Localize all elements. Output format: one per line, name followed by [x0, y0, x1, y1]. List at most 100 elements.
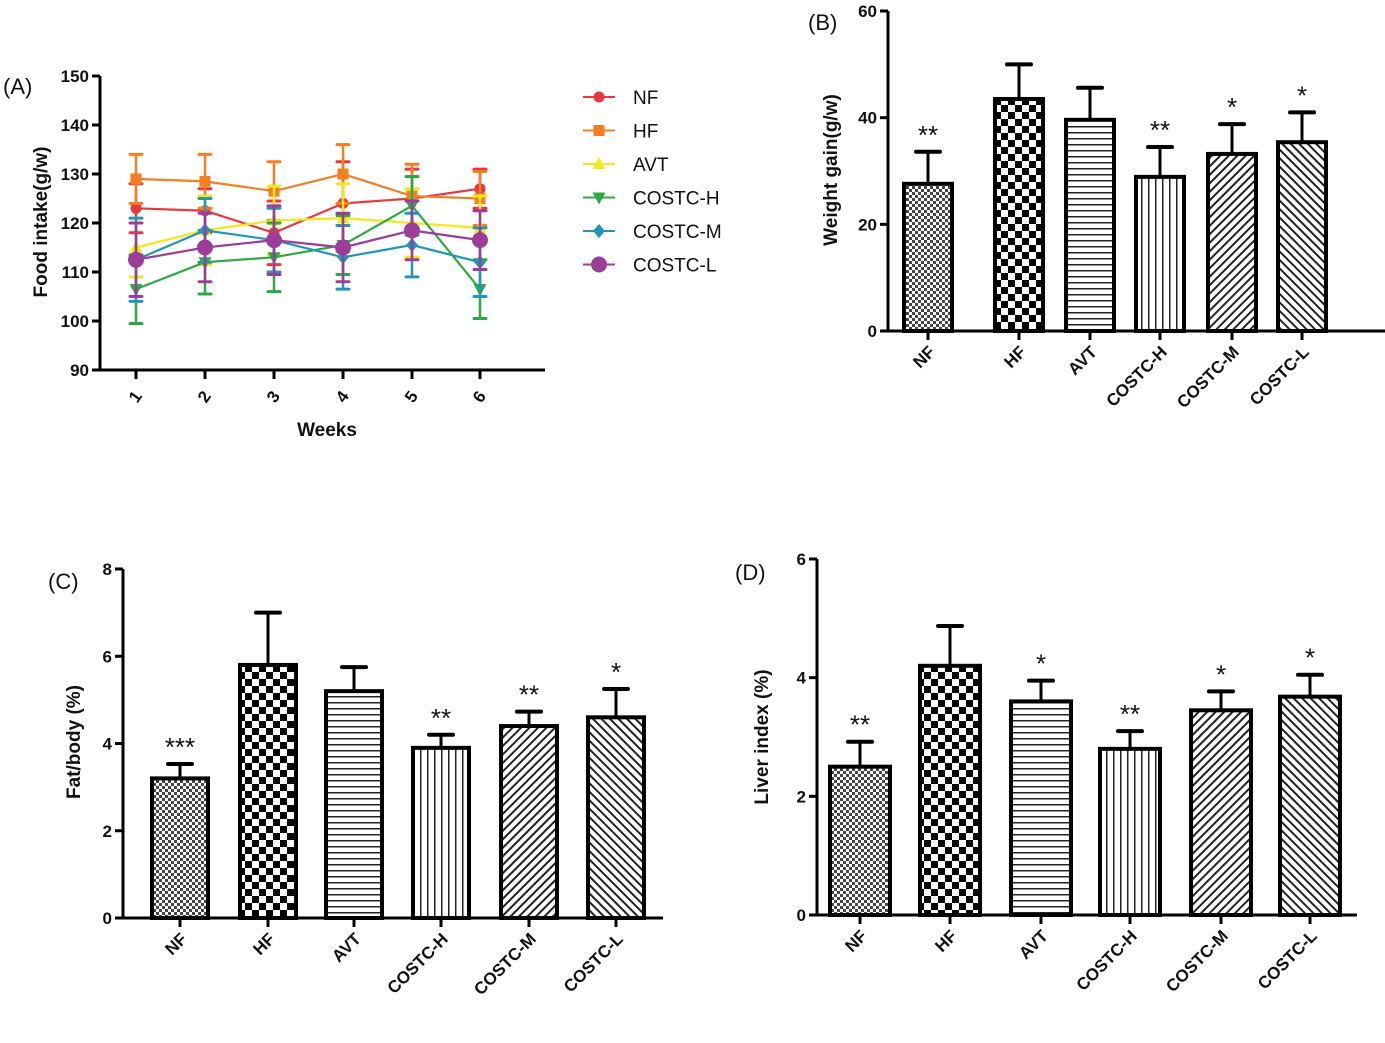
significance-label: **: [519, 680, 539, 710]
y-tick-label-a: 90: [70, 361, 89, 380]
bar-costc-l: [1276, 140, 1328, 333]
panel-label-d: (D): [735, 560, 766, 585]
series-line: [135, 229, 481, 264]
legend-marker-icon: [593, 125, 605, 136]
legend-marker-icon: [593, 224, 605, 238]
legend-item-costc-l: COSTC-L: [583, 256, 716, 277]
x-tick-label: AVT: [328, 929, 365, 966]
legend-item-avt: AVT: [583, 155, 669, 176]
y-tick-label-a: 110: [62, 263, 89, 282]
x-tick-label-a: 6: [469, 388, 490, 407]
y-axis-title-a: Food intake(g/w): [31, 147, 52, 298]
legend-label: COSTC-H: [633, 189, 720, 210]
legend-label: AVT: [633, 155, 669, 176]
significance-label: *: [1297, 80, 1307, 110]
x-tick-label: AVT: [1064, 342, 1101, 379]
panel-label-b: (B): [808, 10, 837, 35]
data-point: [128, 251, 144, 268]
x-tick-label: COSTC-H: [1103, 342, 1171, 410]
x-tick-label-a: 2: [194, 388, 215, 407]
legend-label: COSTC-M: [633, 222, 722, 243]
significance-label: ***: [165, 732, 195, 762]
panel-label-c: (C): [48, 569, 79, 594]
bar-avt: [1064, 117, 1116, 333]
y-tick-label: 4: [103, 735, 113, 754]
legend-marker-icon: [592, 192, 606, 205]
bar-avt: [1009, 699, 1073, 918]
y-axis-title-d: Liver index (%): [752, 669, 773, 804]
bar-nf: [150, 776, 210, 921]
bar-avt: [324, 689, 384, 921]
bars-group-b: 0 20 40 60 ** NF HF AVT ** COSTC-H * COSTC-M * COSTC-…: [858, 2, 1385, 412]
x-tick-label-a: 5: [401, 388, 422, 407]
significance-label: *: [1216, 659, 1226, 689]
series-line: [135, 229, 481, 261]
legend-label: COSTC-L: [633, 256, 716, 277]
legend-item-hf: HF: [583, 122, 658, 143]
x-tick-label-a: 4: [332, 387, 353, 406]
y-tick-label: 40: [858, 109, 877, 128]
bar-costc-l: [586, 715, 646, 921]
y-axis-title-b: Weight gain(g/w): [821, 94, 842, 246]
y-tick-label-a: 150: [61, 67, 89, 86]
bar-costc-m: [1206, 151, 1258, 333]
y-tick-label: 20: [858, 215, 877, 234]
x-tick-label: COSTC-L: [1254, 926, 1321, 993]
data-point: [199, 175, 211, 187]
panel-label-a: (A): [3, 74, 32, 99]
data-point: [404, 222, 420, 239]
bar-costc-h: [1134, 174, 1186, 333]
legend-item-nf: NF: [583, 88, 658, 109]
panel-a-food-intake: (A) Food intake(g/w) Weeks 90 100 110 120 13…: [3, 67, 722, 441]
bar-costc-h: [1098, 746, 1162, 917]
x-tick-label: COSTC-M: [1162, 926, 1232, 996]
y-tick-label: 0: [797, 906, 806, 925]
x-tick-label: COSTC-M: [1173, 342, 1243, 412]
bar-costc-m: [499, 724, 559, 920]
bar-nf: [902, 181, 954, 333]
y-tick-label: 0: [103, 909, 112, 928]
y-tick-label: 6: [797, 550, 806, 569]
series-line: [135, 204, 481, 291]
y-tick-label: 0: [868, 322, 877, 341]
data-point: [197, 239, 213, 256]
bar-hf: [238, 662, 298, 920]
y-tick-label-a: 130: [61, 165, 89, 184]
y-tick-label-a: 140: [61, 116, 89, 135]
significance-label: **: [431, 703, 451, 733]
data-point: [130, 202, 142, 214]
x-tick-label-a: 3: [263, 388, 284, 407]
x-tick-label: NF: [841, 926, 870, 955]
y-tick-label: 60: [858, 2, 877, 21]
legend-marker-icon: [591, 256, 607, 273]
bar-nf: [828, 764, 892, 918]
significance-label: *: [1305, 643, 1315, 673]
x-tick-label: HF: [1000, 342, 1029, 371]
y-tick-label-a: 120: [61, 214, 89, 233]
bar-costc-h: [411, 745, 471, 920]
legend-marker-icon: [592, 157, 606, 169]
bar-costc-l: [1278, 694, 1342, 917]
bar-costc-m: [1189, 708, 1253, 917]
series-line: [135, 216, 481, 249]
x-tick-label: COSTC-L: [1246, 342, 1313, 409]
x-axis-title-a: Weeks: [297, 420, 357, 441]
x-tick-label: NF: [161, 929, 190, 958]
y-tick-label-a: 100: [61, 312, 89, 331]
significance-label: **: [918, 120, 938, 150]
data-point: [472, 232, 488, 249]
bar-hf: [993, 97, 1045, 333]
series-line: [135, 172, 481, 200]
legend-label: HF: [633, 122, 658, 143]
data-point: [335, 239, 351, 256]
significance-label: *: [1227, 92, 1237, 122]
significance-label: **: [1120, 699, 1140, 729]
significance-label: *: [1036, 649, 1046, 679]
legend-a: NF HF AVT COSTC-H COSTC-M COSTC-L: [583, 88, 722, 277]
x-tick-label: AVT: [1015, 926, 1052, 963]
significance-label: **: [1150, 115, 1170, 145]
y-tick-label: 4: [797, 669, 807, 688]
